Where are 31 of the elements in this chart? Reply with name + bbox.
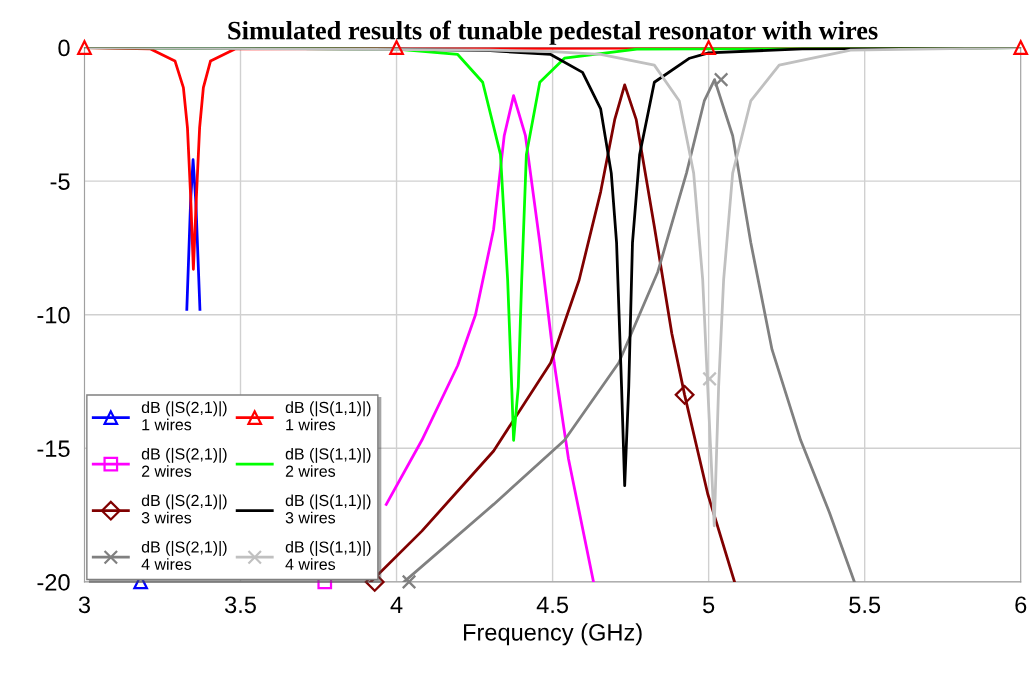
- x-axis-title: Frequency (GHz): [464, 623, 642, 646]
- legend-label: dB (|S(2,1)|) 2 wires: [141, 447, 227, 477]
- legend-label: dB (|S(1,1)|) 3 wires: [285, 494, 371, 524]
- x-tick-label: 4.5: [536, 596, 569, 614]
- x-tick-label: 4: [390, 596, 403, 613]
- point: [713, 72, 729, 87]
- x-tick-label: 5: [703, 596, 715, 614]
- y-tick-label: -15: [37, 440, 70, 458]
- point: [77, 40, 92, 55]
- legend-label: dB (|S(2,1)|) 1 wires: [141, 401, 227, 431]
- line-series: [384, 94, 595, 582]
- y-tick-label: 0: [58, 39, 70, 57]
- legend-label: dB (|S(1,1)|) 4 wires: [285, 540, 371, 570]
- x-tick-label: 5.5: [849, 596, 881, 614]
- point: [1013, 40, 1029, 55]
- y-tick-label: -20: [37, 573, 70, 591]
- y-tick-label: -10: [37, 306, 70, 324]
- point: [401, 574, 417, 590]
- point: [389, 40, 404, 55]
- point: [702, 371, 717, 387]
- x-tick-label: 3: [78, 596, 90, 614]
- legend-label: dB (|S(2,1)|) 3 wires: [141, 494, 227, 524]
- point: [701, 40, 716, 55]
- y-tick-label: -5: [50, 173, 70, 190]
- point: [674, 384, 695, 405]
- legend-label: dB (|S(2,1)|) 4 wires: [141, 540, 227, 570]
- legend-label: dB (|S(1,1)|) 1 wires: [285, 401, 371, 431]
- x-tick-label: 6: [1015, 596, 1027, 614]
- chart-title: Simulated results of tunable pedestal resonator with wires: [228, 20, 878, 45]
- legend-label: dB (|S(1,1)|) 2 wires: [285, 447, 371, 477]
- x-tick-label: 3.5: [225, 596, 256, 614]
